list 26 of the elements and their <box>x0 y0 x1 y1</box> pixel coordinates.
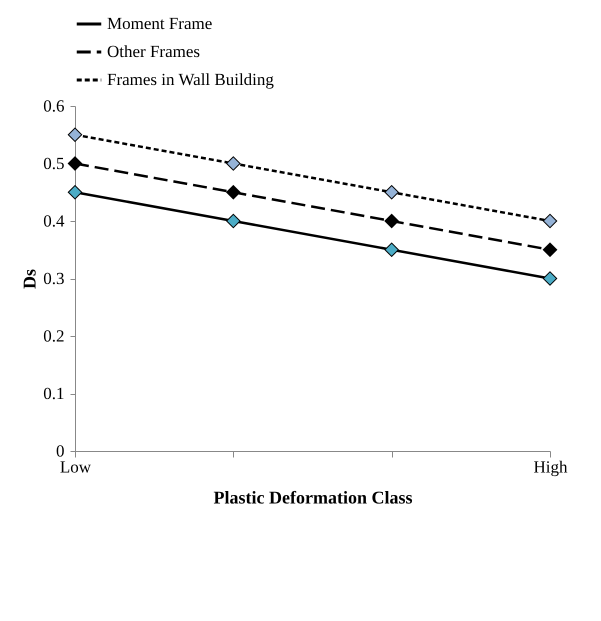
y-tick-label: 0 <box>56 442 64 460</box>
y-tick-label: 0.6 <box>43 96 64 116</box>
point <box>542 214 558 228</box>
y-tick-label: 0.2 <box>43 326 64 346</box>
point <box>384 185 399 200</box>
point <box>226 185 241 200</box>
x-tick-label: High <box>534 458 568 476</box>
x-tick-label: Low <box>60 458 92 476</box>
point <box>542 242 558 257</box>
y-tick-label: 0.4 <box>43 212 65 230</box>
legend-label: Moment Frame <box>107 14 212 33</box>
point <box>68 128 82 142</box>
legend-label: Other Frames <box>107 42 200 61</box>
point <box>384 242 399 257</box>
y-tick-label: 0.5 <box>43 154 64 173</box>
y-tick-label: 0.1 <box>43 384 64 403</box>
point <box>542 271 558 286</box>
point <box>68 156 82 171</box>
point <box>384 214 399 228</box>
y-tick-label: 0.3 <box>43 269 64 288</box>
x-axis-title: Plastic Deformation Class <box>214 488 412 508</box>
legend-label: Frames in Wall Building <box>107 70 274 89</box>
point <box>68 185 82 200</box>
point <box>226 214 241 228</box>
y-axis-title: Ds <box>19 268 40 290</box>
point <box>226 156 241 171</box>
